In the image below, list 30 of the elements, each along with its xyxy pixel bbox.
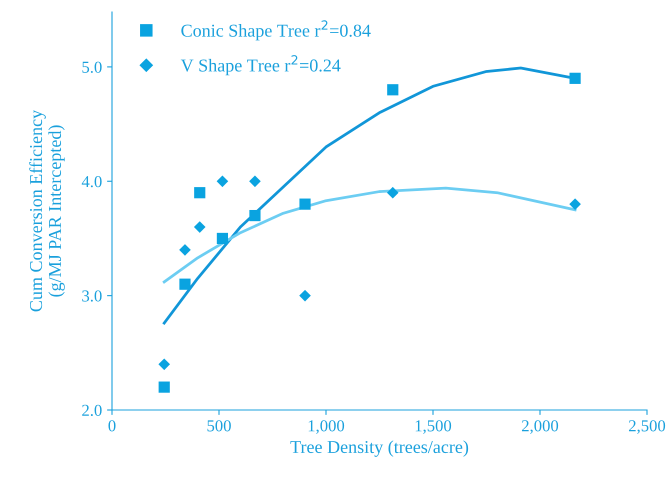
point [249,175,261,188]
y-tick-label: 4.0 [82,176,102,188]
point [569,72,581,84]
y-tick-label: 2.0 [82,404,102,416]
point [569,198,581,210]
x-tick-label: 2,500 [628,420,666,434]
point [216,232,228,244]
legend-label: Conic Shape Tree r$^{2}$=0.84 [181,20,371,40]
x-tick-label: 0 [108,420,116,432]
point [299,290,311,302]
point [249,210,261,222]
point [179,244,191,256]
point [386,186,399,199]
point [179,278,191,290]
point [216,175,228,188]
point [194,221,206,233]
x-tick-label: 1,000 [308,420,344,434]
legend-label: V Shape Tree r$^{2}$=0.24 [180,55,341,76]
x-tick-label: 2,000 [522,420,558,434]
point [299,198,311,210]
point [158,382,170,393]
point [387,84,398,96]
y-tick-label: 5.0 [82,62,102,73]
x-tick-label: 1,500 [416,420,452,434]
y-tick-label: 3.0 [82,290,102,302]
x-tick-label: 500 [207,420,231,432]
point [158,358,170,370]
y-axis-title: Cum Conversion Efficiency (g/MJ PAR Intercepted) [29,110,65,312]
point [194,187,206,198]
x-axis-title: Tree Density (trees/acre) [290,440,468,457]
